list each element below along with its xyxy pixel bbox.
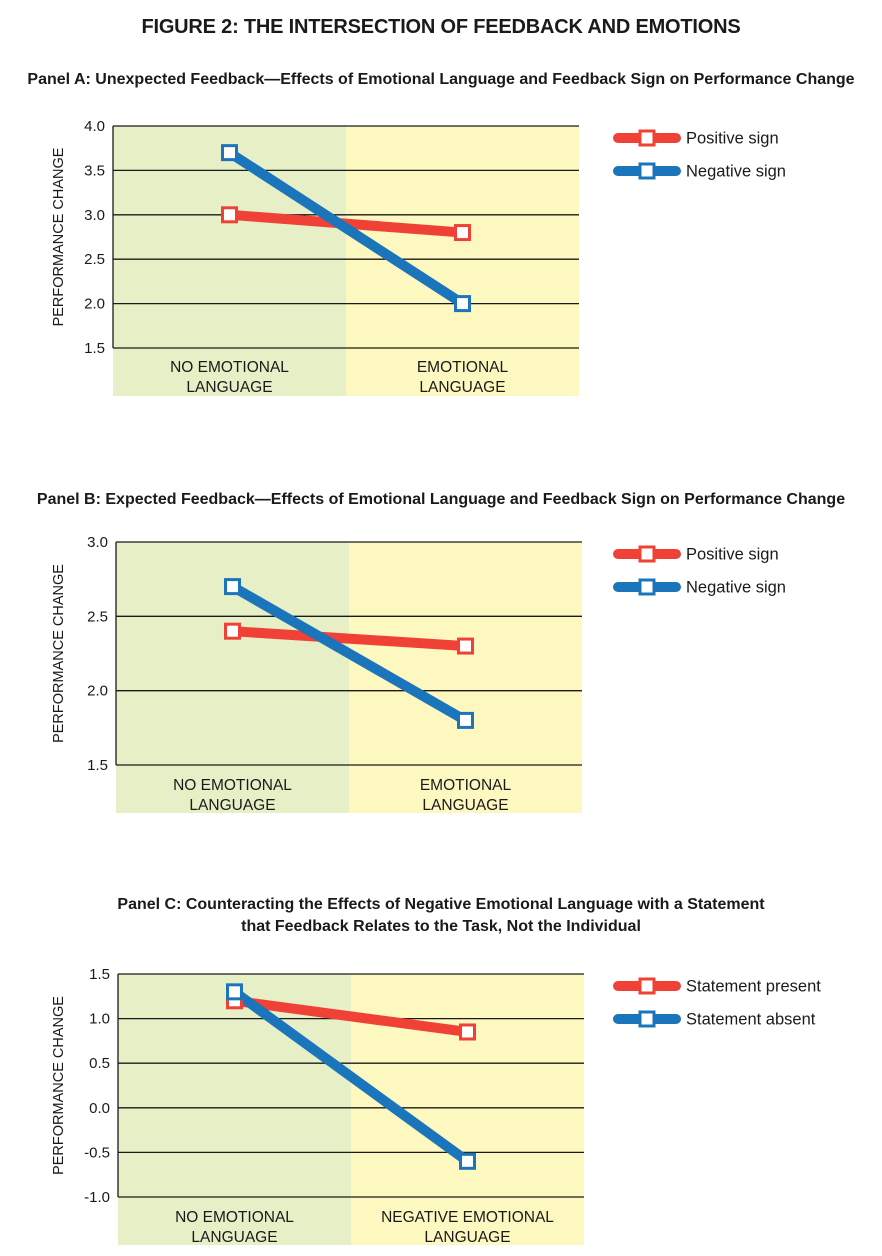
panel-a-y-tick-label: 2.5 xyxy=(84,251,105,268)
panel-a-title: Panel A: Unexpected Feedback—Effects of … xyxy=(0,69,882,91)
panel-c-y-tick-label: 0.5 xyxy=(89,1055,110,1072)
panel-b-y-tick-label: 1.5 xyxy=(87,757,108,774)
panel-c-category-label: LANGUAGE xyxy=(424,1229,510,1246)
panel-c-y-tick-label: 1.5 xyxy=(89,966,110,983)
panel-c-title-line-1: Panel C: Counteracting the Effects of Ne… xyxy=(117,896,765,913)
panel-a-y-tick-label: 3.0 xyxy=(84,207,105,224)
panel-b-title: Panel B: Expected Feedback—Effects of Em… xyxy=(0,489,882,511)
panel-b-chart: 1.5 2.0 2.5 3.0 PERFORMANCE CHANGE NO EMOTION… xyxy=(51,534,786,814)
panel-a-region-right xyxy=(346,126,579,396)
panel-a-title-line-1: Panel A: Unexpected Feedback—Effects of … xyxy=(27,71,855,88)
panel-c-category-label: LANGUAGE xyxy=(191,1229,277,1246)
panel-a-chart: 1.5 2.0 2.5 3.0 3.5 4.0 PERFORMANCE CHANGE NO E… xyxy=(51,118,786,396)
panel-b-series-line-1 xyxy=(227,626,471,652)
panel-c-y-tick-label: 0.0 xyxy=(89,1100,110,1117)
panel-a-series-line-2 xyxy=(224,147,468,309)
panel-a-data-point xyxy=(454,224,471,242)
panel-a-legend-label-1: Positive sign xyxy=(686,130,779,148)
panel-b-data-point xyxy=(457,637,474,655)
panel-b-legend-label-2: Negative sign xyxy=(686,579,786,597)
panel-a-category-label: LANGUAGE xyxy=(419,379,505,396)
panel-c-y-tick-label: 1.0 xyxy=(89,1011,110,1028)
panel-c-title: Panel C: Counteracting the Effects of Ne… xyxy=(0,894,882,938)
panel-b-data-point xyxy=(224,578,241,596)
panel-b-legend-label-1: Positive sign xyxy=(686,546,779,564)
panel-a-legend-label-2: Negative sign xyxy=(686,163,786,181)
panel-a-y-tick-label: 3.5 xyxy=(84,162,105,179)
panel-c-y-axis-label: PERFORMANCE CHANGE xyxy=(51,996,67,1175)
panel-c-data-point xyxy=(459,1152,476,1170)
panel-a-data-point xyxy=(221,144,238,162)
panel-a-y-tick-label: 1.5 xyxy=(84,340,105,357)
panel-c-title-line-2: that Feedback Relates to the Task, Not t… xyxy=(241,918,641,935)
panel-c-legend-marker-2 xyxy=(638,1010,656,1028)
panel-c-legend-label-1: Statement present xyxy=(686,978,821,996)
panel-c-series-line-2 xyxy=(229,986,473,1167)
panel-c-category-label: NEGATIVE EMOTIONAL xyxy=(381,1209,554,1226)
panel-a-legend-marker-1 xyxy=(638,129,656,147)
panel-a-legend-marker-2 xyxy=(638,162,656,180)
panel-c-data-point xyxy=(226,983,243,1001)
panel-b-y-tick-label: 2.5 xyxy=(87,608,108,625)
panel-a-data-point xyxy=(221,206,238,224)
panel-b-series-line-2 xyxy=(227,581,471,726)
panel-c-legend-marker-1 xyxy=(638,977,656,995)
panel-b-category-label: NO EMOTIONAL xyxy=(173,777,292,794)
panel-a-y-tick-label: 4.0 xyxy=(84,118,105,135)
panel-c-region-right xyxy=(351,974,584,1245)
panel-a-category-label: LANGUAGE xyxy=(186,379,272,396)
panel-c-series-line-1 xyxy=(229,995,473,1037)
panel-b-title-line-1: Panel B: Expected Feedback—Effects of Em… xyxy=(36,491,846,508)
panel-b-legend-marker-1 xyxy=(638,545,656,563)
panel-c-data-point xyxy=(459,1023,476,1041)
panel-a-category-label: EMOTIONAL xyxy=(417,359,509,376)
panel-b-data-point xyxy=(457,711,474,729)
panel-c-legend-label-2: Statement absent xyxy=(686,1011,816,1029)
panel-b-y-tick-label: 2.0 xyxy=(87,683,108,700)
panel-a-data-point xyxy=(454,295,471,313)
figure-title: FIGURE 2: THE INTERSECTION OF FEEDBACK A… xyxy=(141,16,741,38)
panel-b-y-axis-label: PERFORMANCE CHANGE xyxy=(51,564,67,743)
panel-c-category-label: NO EMOTIONAL xyxy=(175,1209,294,1226)
panel-c-y-tick-label: -0.5 xyxy=(84,1144,110,1161)
panel-b-y-tick-label: 3.0 xyxy=(87,534,108,551)
panel-a-region-left xyxy=(113,126,346,396)
panel-c-chart: -1.0 -0.5 0.0 0.5 1.0 1.5 PERFORMANCE CHANGE NO… xyxy=(51,966,821,1246)
panel-b-category-label: EMOTIONAL xyxy=(420,777,512,794)
panel-b-data-point xyxy=(224,622,241,640)
panel-a-category-label: NO EMOTIONAL xyxy=(170,359,289,376)
panel-b-legend-marker-2 xyxy=(638,578,656,596)
panel-c-y-tick-label: -1.0 xyxy=(84,1189,110,1206)
panel-a-y-tick-label: 2.0 xyxy=(84,296,105,313)
panel-b-category-label: LANGUAGE xyxy=(189,797,275,814)
panel-b-category-label: LANGUAGE xyxy=(422,797,508,814)
panel-a-y-axis-label: PERFORMANCE CHANGE xyxy=(51,147,67,326)
